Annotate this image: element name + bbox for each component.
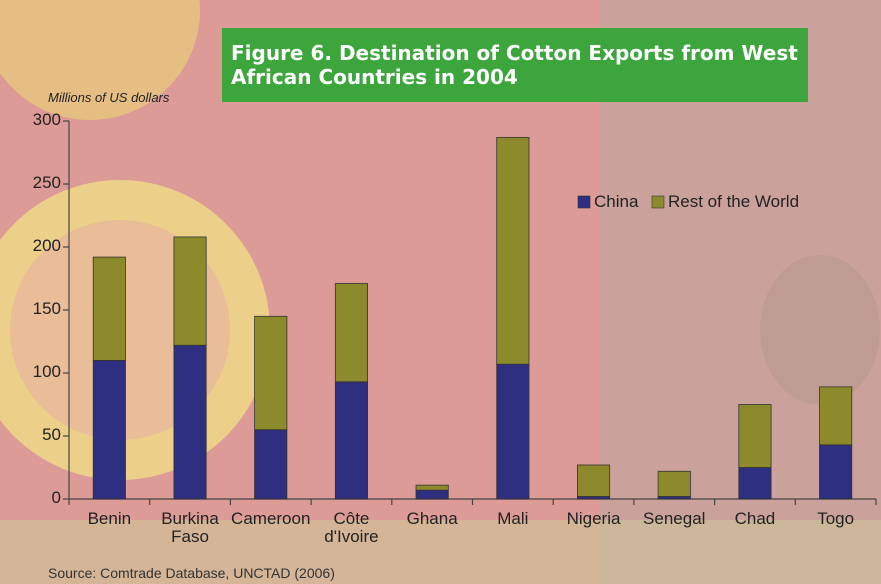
x-tick-label: Côte d'Ivoire	[308, 510, 395, 546]
x-tick-label: Nigeria	[550, 510, 637, 528]
x-tick-label: Togo	[792, 510, 879, 528]
bar-segment	[820, 445, 852, 499]
legend-swatch	[578, 196, 590, 208]
bar-segment	[93, 257, 125, 360]
bar-segment	[497, 364, 529, 499]
legend-label: Rest of the World	[668, 193, 799, 211]
source-note: Source: Comtrade Database, UNCTAD (2006)	[48, 565, 335, 581]
y-tick-label: 200	[33, 237, 61, 255]
bar-segment	[739, 468, 771, 500]
bar-segment	[174, 237, 206, 345]
x-tick-label: Burkina Faso	[147, 510, 234, 546]
y-tick-label: 150	[33, 300, 61, 318]
bar-segment	[174, 345, 206, 499]
bar-segment	[739, 405, 771, 468]
bar-segment	[255, 316, 287, 429]
legend-label: China	[594, 193, 638, 211]
chart: Figure 6. Destination of Cotton Exports …	[0, 0, 881, 584]
bar-segment	[497, 137, 529, 364]
x-tick-label: Benin	[66, 510, 153, 528]
x-tick-label: Cameroon	[227, 510, 314, 528]
bar-segment	[416, 485, 448, 490]
bar-segment	[255, 430, 287, 499]
x-tick-label: Senegal	[631, 510, 718, 528]
bar-segment	[820, 387, 852, 445]
bg-shape	[760, 255, 880, 405]
x-tick-label: Ghana	[389, 510, 476, 528]
y-tick-label: 50	[42, 426, 61, 444]
x-tick-label: Mali	[470, 510, 557, 528]
bar-segment	[93, 360, 125, 499]
chart-title: Figure 6. Destination of Cotton Exports …	[222, 28, 808, 102]
bar-segment	[335, 382, 367, 499]
legend-swatch	[652, 196, 664, 208]
y-tick-label: 250	[33, 174, 61, 192]
bar-segment	[416, 490, 448, 499]
bar-segment	[658, 471, 690, 496]
y-tick-label: 100	[33, 363, 61, 381]
y-axis-label: Millions of US dollars	[48, 90, 169, 105]
y-tick-label: 0	[52, 489, 61, 507]
bar-segment	[577, 465, 609, 497]
x-tick-label: Chad	[712, 510, 799, 528]
y-tick-label: 300	[33, 111, 61, 129]
bar-segment	[335, 284, 367, 382]
